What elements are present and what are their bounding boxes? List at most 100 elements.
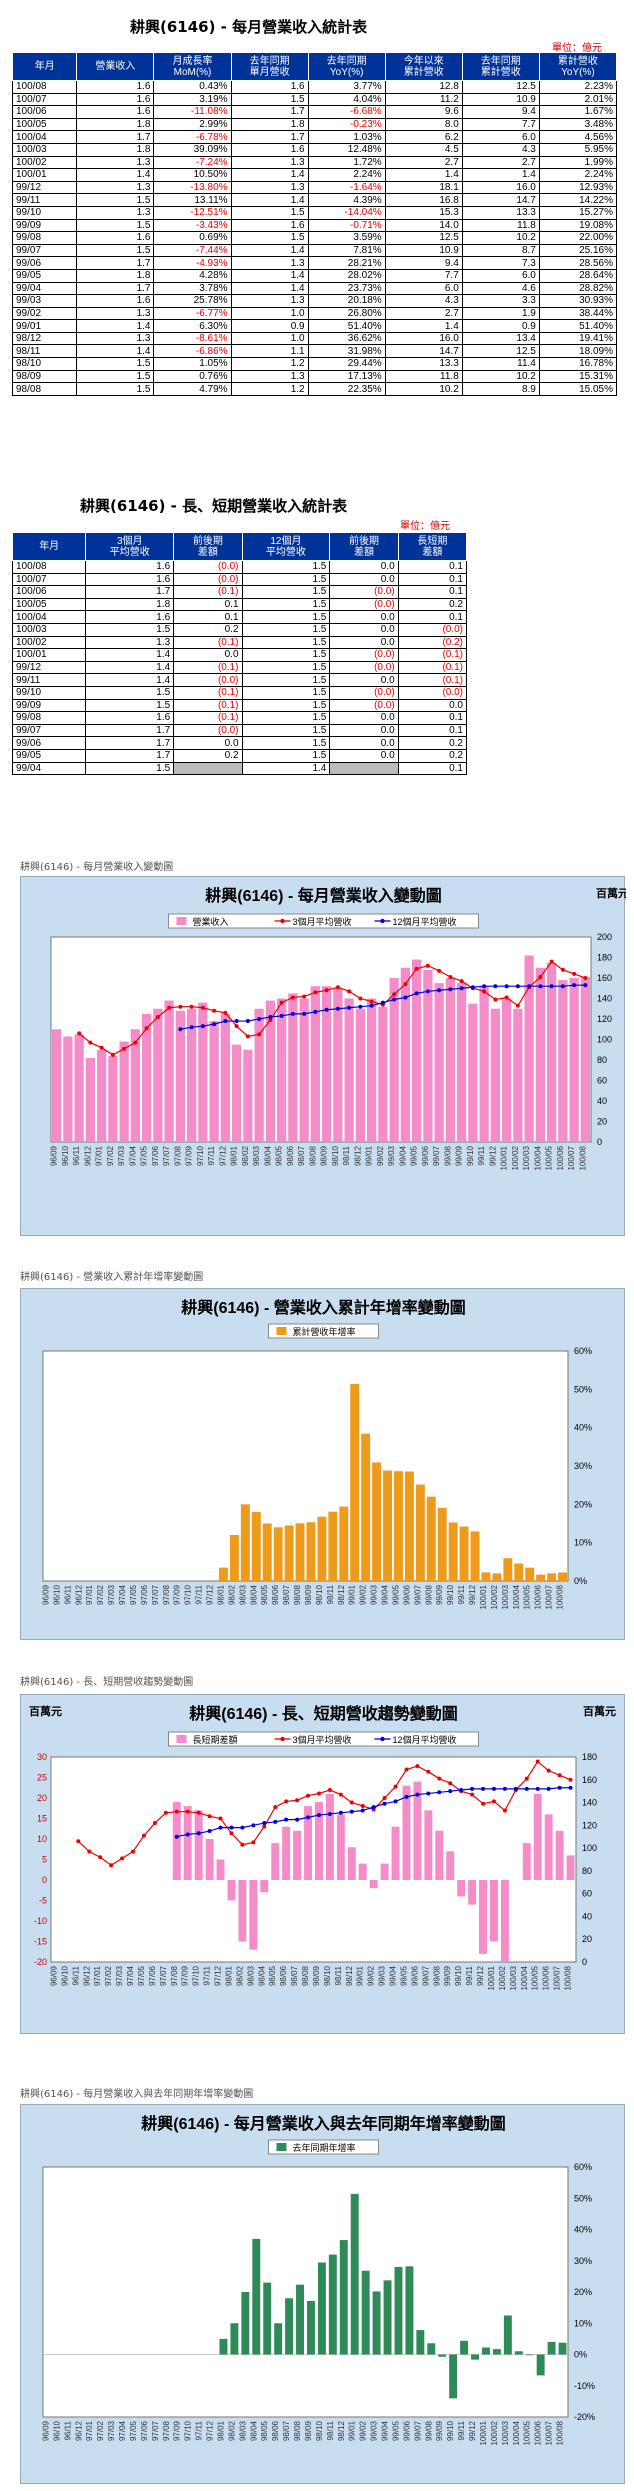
- series-point: [316, 1791, 321, 1796]
- revenue-bar: [367, 998, 377, 1142]
- revenue-bar: [52, 1029, 62, 1142]
- yoy-bar: [273, 1527, 283, 1581]
- series-point: [403, 995, 408, 1000]
- x-tick-label: 100/07: [545, 1584, 554, 1609]
- table-cell: 100/02: [11, 635, 87, 650]
- table-row: 99/05 1.7 0.2 1.5 0.0 0.2: [11, 748, 468, 763]
- x-tick-label: 97/10: [184, 2420, 193, 2441]
- x-tick-label: 98/02: [227, 2420, 236, 2441]
- series-point: [491, 1786, 496, 1791]
- yoy-bar: [416, 2330, 425, 2355]
- table-cell: 1.5: [241, 635, 331, 650]
- table-cell: 0.1: [397, 711, 468, 725]
- table-cell: 2.7: [461, 155, 540, 170]
- spread-bar: [402, 1785, 411, 1880]
- shortlong-table-title: 耕興(6146) - 長、短期營業收入統計表: [80, 497, 348, 515]
- series-point: [459, 986, 464, 991]
- table-cell: 1.5: [230, 231, 309, 245]
- spread-bar: [544, 1814, 553, 1880]
- table-cell: 9.4: [384, 256, 463, 270]
- table-cell: (0.0): [397, 685, 468, 700]
- series-point: [284, 1817, 289, 1822]
- table-cell: 1.0: [230, 306, 309, 321]
- table-cell: 0.69%: [153, 231, 232, 245]
- x-tick-label: 98/12: [337, 2420, 346, 2441]
- table-cell: 9.4: [461, 105, 540, 119]
- table-cell: 30.93%: [538, 294, 618, 308]
- series-point: [77, 1031, 82, 1036]
- x-tick-label: 99/05: [391, 1584, 400, 1605]
- monthly-table-title: 耕興(6146) - 每月營業收入統計表: [130, 18, 368, 36]
- series-point: [185, 1832, 190, 1837]
- table-cell: 2.24%: [538, 168, 618, 182]
- y-tick-label: 10%: [574, 2318, 592, 2328]
- x-tick-label: 97/08: [162, 1584, 171, 1605]
- table-cell: 1.6: [76, 231, 155, 245]
- x-tick-label: 96/10: [61, 1145, 70, 1166]
- x-tick-label: 100/01: [479, 2420, 488, 2445]
- series-point: [538, 984, 543, 989]
- y-tick-label: 20: [597, 1117, 607, 1127]
- x-tick-label: 100/01: [500, 1145, 509, 1170]
- x-tick-label: 99/04: [381, 1584, 390, 1605]
- chart2-caption: 耕興(6146) - 營業收入累計年增率變動圖: [20, 1272, 204, 1283]
- y-tick-label: -20%: [574, 2412, 595, 2422]
- revenue-bar: [97, 1049, 107, 1142]
- x-tick-label: 99/01: [348, 1584, 357, 1605]
- x-tick-label: 98/01: [230, 1145, 239, 1166]
- spread-bar: [216, 1859, 225, 1880]
- spread-bar: [315, 1802, 323, 1880]
- series-point: [229, 1825, 234, 1830]
- x-tick-label: 99/11: [465, 1965, 474, 1985]
- x-tick-label: 99/07: [432, 1145, 441, 1166]
- x-tick-label: 98/06: [271, 1584, 280, 1605]
- spread-bar: [205, 1839, 214, 1880]
- x-tick-label: 99/12: [468, 1584, 477, 1605]
- table-cell: 1.7: [230, 105, 309, 119]
- table-cell: 4.56%: [538, 130, 618, 144]
- table-cell: 14.22%: [538, 193, 618, 207]
- series-point: [163, 1810, 168, 1815]
- table-cell: 14.0: [384, 218, 463, 233]
- series-point: [380, 1000, 385, 1005]
- table-cell: 0.0: [329, 736, 399, 750]
- x-tick-label: 97/04: [118, 1584, 127, 1605]
- table-cell: 38.44%: [538, 306, 618, 321]
- table-cell: 1.7: [76, 130, 155, 144]
- col-header: 長短期 差額: [397, 532, 468, 561]
- yoy-bar: [284, 1525, 294, 1581]
- table-row: 100/02 1.3 (0.1) 1.5 0.0 (0.2): [11, 635, 468, 650]
- yoy-bar: [514, 2351, 523, 2355]
- yoy-bar: [449, 2354, 458, 2399]
- yoy-bar: [427, 2343, 436, 2355]
- y-tick-label-right: 80: [582, 1866, 592, 1876]
- revenue-bar: [322, 986, 332, 1142]
- table-cell: 1.4: [384, 168, 463, 182]
- table-cell: (0.0): [173, 560, 243, 574]
- table-cell: 0.0: [329, 723, 399, 738]
- monthly-revenue-table: 年月 營業收入 月成長率 MoM(%) 去年同期 單月營收 去年同期 YoY(%) 今年以…: [11, 52, 618, 396]
- table-cell: -6.77%: [153, 306, 232, 321]
- series-point: [535, 1759, 540, 1764]
- x-tick-label: 99/03: [370, 1584, 379, 1605]
- x-tick-label: 99/03: [387, 1145, 396, 1166]
- y-tick-label: 50%: [574, 2193, 592, 2203]
- x-tick-label: 96/12: [83, 1145, 92, 1166]
- series-point: [515, 984, 520, 989]
- series-point: [524, 1776, 529, 1781]
- series-point: [290, 995, 295, 1000]
- legend-label: 營業收入: [193, 916, 229, 927]
- table-cell: 1.5: [241, 622, 331, 637]
- table-row: 99/06 1.7 -4.93% 1.3 28.21% 9.4 7.3 28.56%: [11, 256, 618, 270]
- series-point: [437, 1776, 442, 1781]
- table-cell: 99/09: [11, 218, 78, 233]
- table-cell: [173, 761, 243, 776]
- table-cell: 0.0: [329, 622, 399, 637]
- table-cell: 0.0: [329, 748, 399, 763]
- spread-bar: [227, 1880, 236, 1901]
- table-cell: 15.27%: [538, 205, 618, 220]
- table-cell: 1.9: [461, 306, 540, 321]
- table-cell: (0.0): [329, 698, 399, 713]
- table-cell: 1.6: [76, 92, 155, 107]
- table-cell: 0.0: [329, 673, 399, 687]
